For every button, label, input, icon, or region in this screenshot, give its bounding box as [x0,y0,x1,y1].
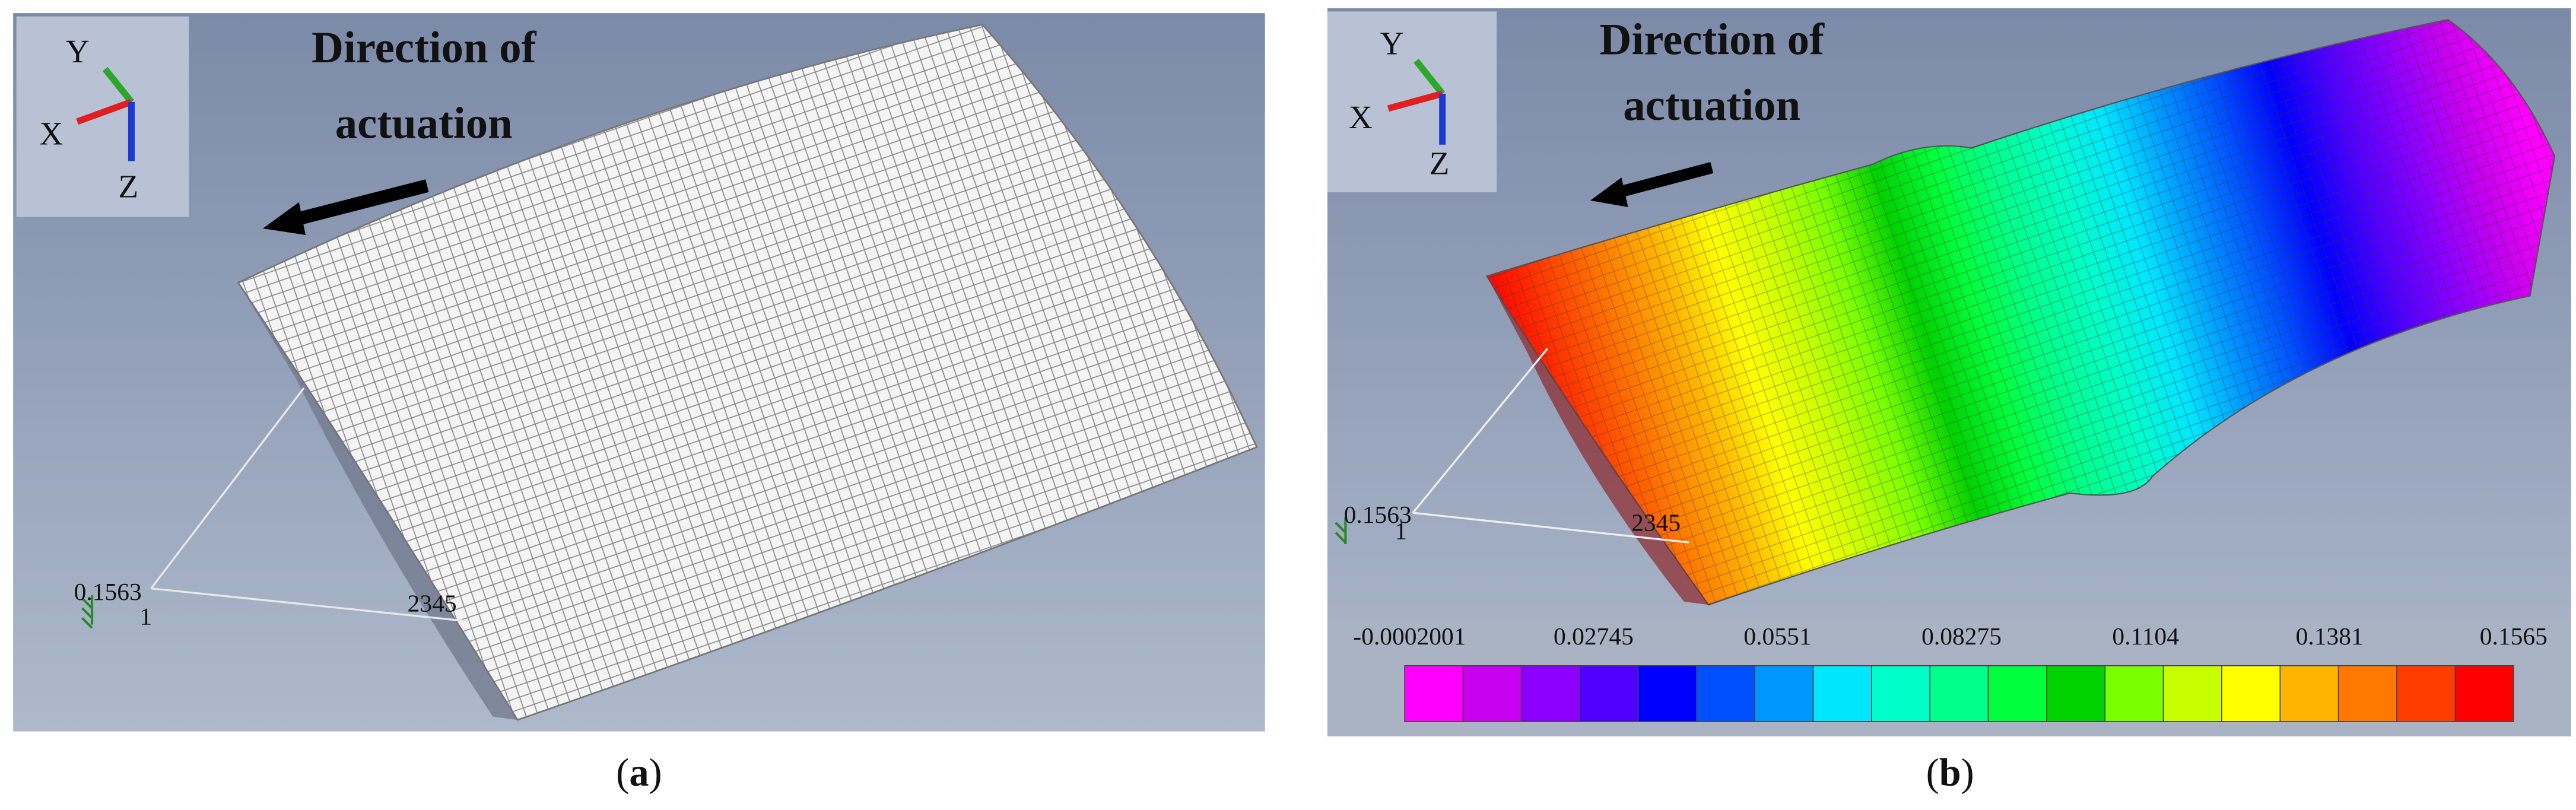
colorbar-label: 0.0551 [1743,622,1811,650]
colorbar-cell [2104,665,2164,722]
colorbar-cell [2221,665,2281,722]
colorbar-cell [1754,665,1814,722]
node-label: 2345 [408,589,457,617]
triad-x: X [1349,99,1373,135]
colorbar-cell [1696,665,1756,722]
triad-y: Y [1380,25,1404,61]
node-label: 0.1563 [74,578,142,605]
y-arrow [1414,59,1446,96]
x-arrow [1387,90,1444,112]
colorbar-cell [1812,665,1872,722]
colorbar-label: 0.1565 [2480,622,2548,650]
annotation-line: actuation [1623,81,1800,130]
triad-z: Z [1430,145,1450,182]
colorbar-cell [1462,665,1522,722]
link-lines [1412,348,1689,544]
annotation-line: actuation [335,99,513,148]
colorbar-cell [2396,665,2456,722]
colorbar-cell [2279,665,2339,722]
ground-symbol [1335,517,1347,544]
colorbar-cell [2046,665,2106,722]
wing-mesh [1486,20,2555,605]
caption-letter: a [629,751,649,795]
y-arrow [102,66,134,104]
arrow-head [1590,177,1628,208]
caption-paren: ) [1961,751,1974,795]
colorbar-cell [1987,665,2047,722]
colorbar-cell [2454,665,2514,722]
ground-symbol [81,595,94,629]
triad-y: Y [66,33,90,69]
colorbar-cell [1871,665,1931,722]
node-label: 1 [139,603,152,630]
colorbar-cell [1520,665,1580,722]
wing-edge [238,282,518,720]
caption-letter: b [1939,751,1961,795]
caption-paren: ( [616,751,629,795]
colorbar-cell [1637,665,1697,722]
node-label: 1 [1395,517,1407,545]
triad-z: Z [118,168,138,204]
colorbar-label: 0.1381 [2296,622,2364,650]
colorbar: -0.0002001 0.02745 0.0551 0.08275 0.1104 0.13… [1353,622,2548,722]
panel-b: Y X Z Direction of actuation 0.1563 1 23… [1327,8,2571,736]
direction-arrow [291,179,429,227]
colorbar-label: -0.0002001 [1353,622,1466,650]
arrow-head [262,202,306,236]
colorbar-cell [2162,665,2222,722]
colorbar-label: 0.1104 [2112,622,2179,650]
colorbar-label: 0.02745 [1554,622,1634,650]
triad-x: X [39,116,63,152]
node-label: 2345 [1631,509,1681,536]
colorbar-cell [1929,665,1989,722]
colorbar-cell [1579,665,1639,722]
node-label: 0.1563 [1344,501,1412,528]
caption-b: (b) [1926,751,1974,795]
caption-paren: ) [649,751,662,795]
caption-paren: ( [1926,751,1939,795]
annotation-line: Direction of [312,23,537,72]
link-lines [150,387,469,622]
colorbar-cell [2337,665,2397,722]
caption-a: (a) [616,751,662,795]
x-arrow [76,99,133,125]
colorbar-label: 0.08275 [1921,622,2002,650]
triad-box [16,16,189,217]
direction-arrow [1616,162,1714,198]
annotation-line: Direction of [1600,15,1825,64]
panel-a: Y X Z Direction of actuation 0.1563 1 23… [13,13,1265,732]
colorbar-cell [1404,665,1464,722]
